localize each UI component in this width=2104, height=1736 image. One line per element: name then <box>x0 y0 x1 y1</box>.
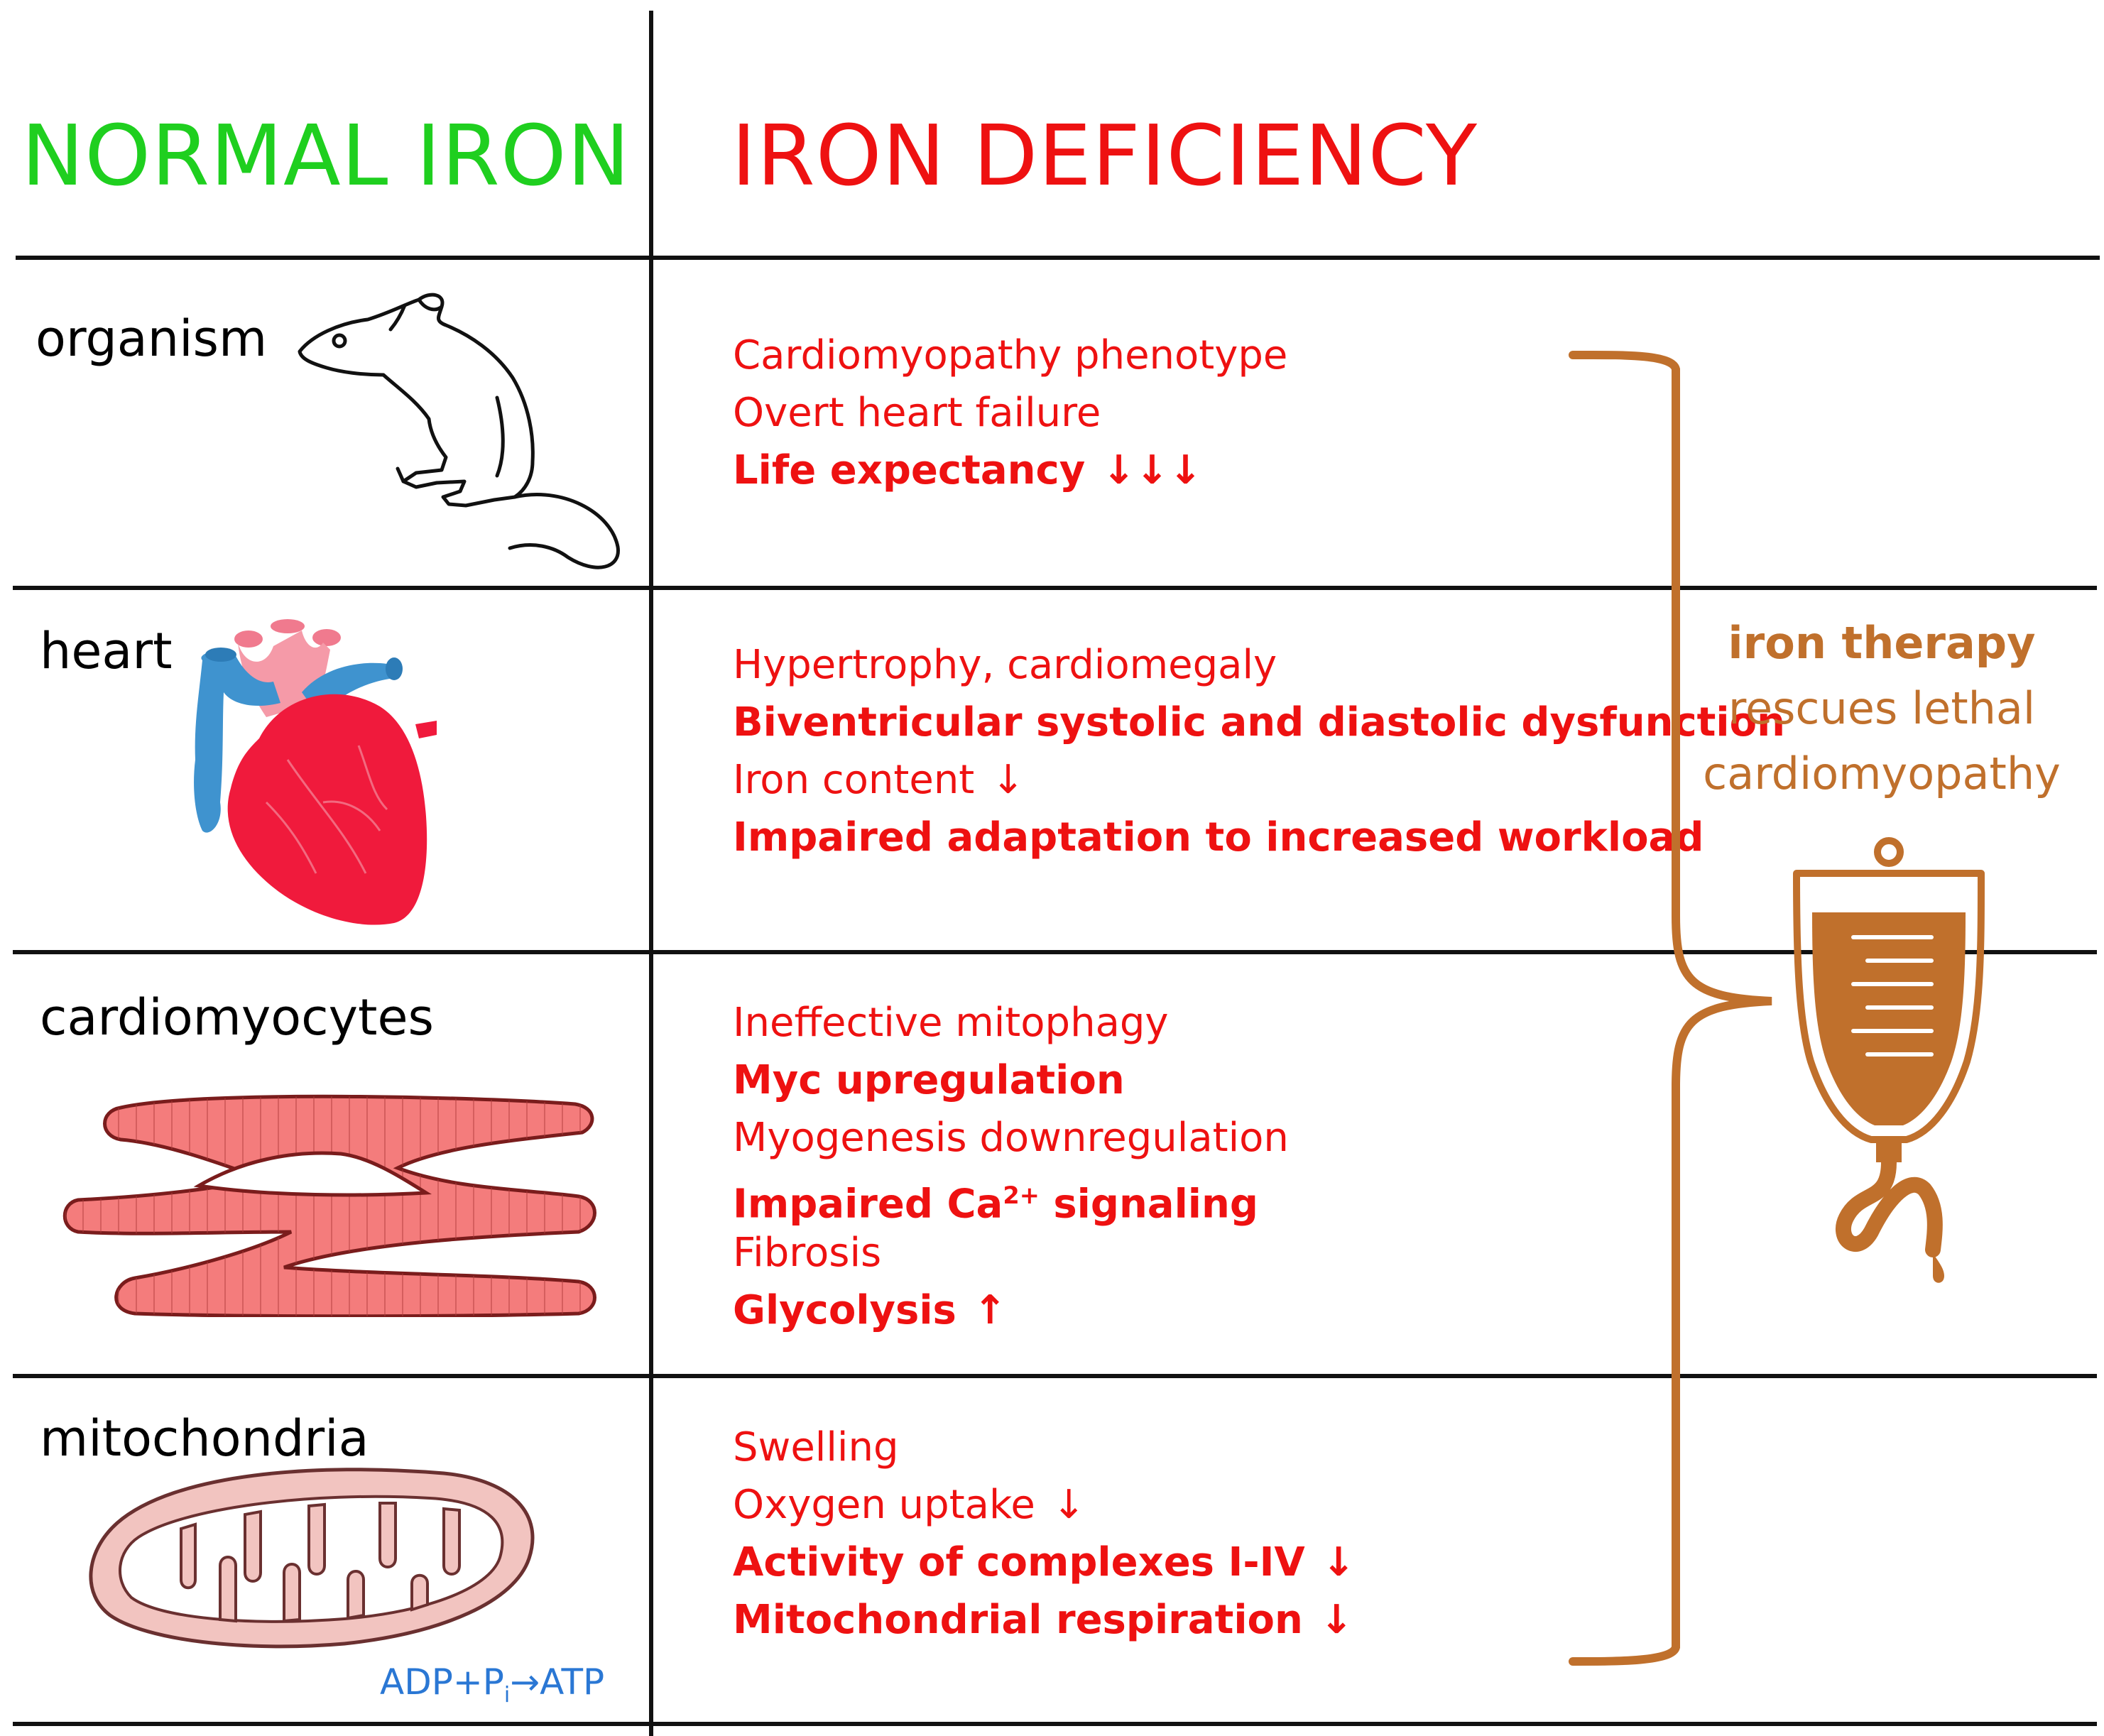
effect-item: Activity of complexes I-IV ↓ <box>733 1539 1356 1585</box>
effect-item: Impaired Ca2+ signaling <box>733 1181 1258 1228</box>
column-divider <box>649 11 653 1736</box>
row-divider-heart <box>13 950 2097 954</box>
effect-item: Oxygen uptake ↓ <box>733 1482 1086 1528</box>
heart-effects-list: Hypertrophy, cardiomegaly Biventricular … <box>733 636 1785 866</box>
decrease-arrow-icon: ↓ <box>1319 1597 1353 1643</box>
decrease-arrow-icon: ↓ <box>1052 1482 1086 1528</box>
row-label-cardiomyocytes: cardiomyocytes <box>40 988 434 1047</box>
decrease-arrow-icon: ↓↓↓ <box>1102 447 1202 493</box>
row-divider-organism <box>13 586 2097 590</box>
normal-iron-header: NORMAL IRON <box>21 107 631 204</box>
effect-item: Myc upregulation <box>733 1057 1125 1103</box>
decrease-arrow-icon: ↓ <box>1321 1539 1356 1585</box>
mitochondria-effects-list: Swelling Oxygen uptake ↓ Activity of comp… <box>733 1419 1356 1649</box>
heart-illustration <box>194 619 437 925</box>
atp-reaction-label: ADP+Pi→ATP <box>380 1661 605 1708</box>
row-label-organism: organism <box>36 310 268 368</box>
row-label-mitochondria: mitochondria <box>40 1409 369 1468</box>
row-divider-mitochondria <box>13 1722 2097 1726</box>
effect-item: Impaired adaptation to increased workloa… <box>733 814 1704 861</box>
increase-arrow-icon: ↑ <box>973 1287 1007 1333</box>
therapy-line-3: cardiomyopathy <box>1703 748 2061 799</box>
therapy-brace <box>1569 350 1772 1666</box>
cardiomyocytes-effects-list: Ineffective mitophagy Myc upregulation M… <box>733 994 1289 1339</box>
effect-item: Life expectancy ↓↓↓ <box>733 447 1202 493</box>
effect-item: Mitochondrial respiration ↓ <box>733 1597 1353 1643</box>
effect-item: Myogenesis downregulation <box>733 1115 1289 1161</box>
effect-item: Iron content ↓ <box>733 757 1025 803</box>
iron-deficiency-header: IRON DEFICIENCY <box>731 107 1478 204</box>
effect-item: Ineffective mitophagy <box>733 1000 1169 1046</box>
row-divider-cardiomyocytes <box>13 1374 2097 1378</box>
decrease-arrow-icon: ↓ <box>991 757 1025 803</box>
organism-effects-list: Cardiomyopathy phenotype Overt heart fai… <box>733 327 1287 499</box>
effect-item: Hypertrophy, cardiomegaly <box>733 642 1277 688</box>
therapy-line-1: iron therapy <box>1728 617 2036 669</box>
iv-bag-icon <box>1793 837 1985 1283</box>
effect-item: Cardiomyopathy phenotype <box>733 332 1288 378</box>
mitochondrion-illustration <box>89 1468 535 1649</box>
cardiomyocyte-illustration <box>62 1094 596 1317</box>
effect-item: Overt heart failure <box>733 390 1101 436</box>
mouse-illustration <box>298 293 620 569</box>
effect-item: Swelling <box>733 1424 899 1470</box>
iron-therapy-caption: iron therapy rescues lethal cardiomyopat… <box>1690 611 2073 807</box>
effect-item: Fibrosis <box>733 1230 882 1276</box>
effect-item: Glycolysis ↑ <box>733 1287 1007 1333</box>
therapy-line-2: rescues lethal <box>1728 682 2036 734</box>
row-divider-header <box>16 256 2100 260</box>
row-label-heart: heart <box>40 622 173 680</box>
effect-item: Biventricular systolic and diastolic dys… <box>733 699 1785 746</box>
